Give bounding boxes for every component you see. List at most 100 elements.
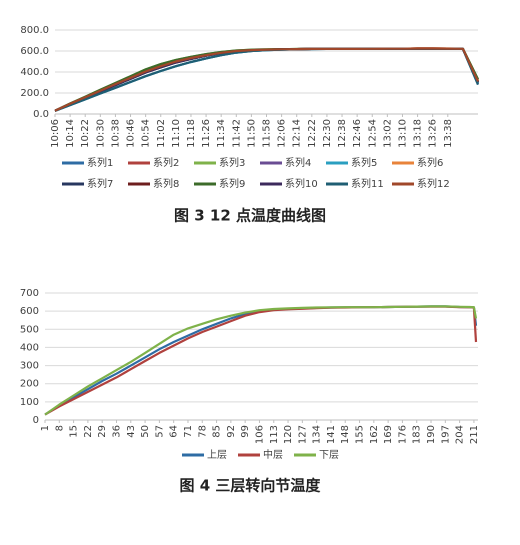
x-tick-label: 13:02 xyxy=(382,119,393,148)
y-tick-label: 500 xyxy=(20,324,39,335)
legend-label: 系列1 xyxy=(87,156,113,169)
legend-label: 系列4 xyxy=(285,156,311,169)
x-tick-label: 64 xyxy=(169,425,180,438)
x-tick-label: 127 xyxy=(297,425,308,444)
x-tick-label: 155 xyxy=(355,425,366,444)
x-tick-label: 134 xyxy=(312,425,323,444)
x-tick-label: 10:22 xyxy=(80,119,91,148)
x-tick-label: 183 xyxy=(412,425,423,444)
y-tick-label: 300 xyxy=(20,361,39,372)
legend-label: 系列10 xyxy=(285,177,318,190)
series-line xyxy=(54,47,480,112)
y-tick-label: 0.0 xyxy=(33,109,49,120)
x-tick-label: 211 xyxy=(469,425,480,444)
y-tick-label: 400.0 xyxy=(20,67,49,78)
x-tick-label: 176 xyxy=(397,425,408,444)
x-tick-label: 190 xyxy=(426,425,437,444)
x-tick-label: 13:38 xyxy=(443,119,454,148)
series-line xyxy=(54,47,480,112)
x-tick-label: 148 xyxy=(340,425,351,444)
x-tick-label: 120 xyxy=(283,425,294,444)
series-line xyxy=(54,47,480,112)
x-tick-label: 11:10 xyxy=(171,119,182,148)
x-tick-label: 11:02 xyxy=(156,119,167,148)
x-tick-label: 12:22 xyxy=(307,119,318,148)
legend-label: 中层 xyxy=(263,448,283,461)
x-tick-label: 10:38 xyxy=(110,119,121,148)
x-tick-label: 50 xyxy=(140,425,151,438)
x-tick-label: 141 xyxy=(326,425,337,444)
series-line xyxy=(54,47,479,112)
x-tick-label: 78 xyxy=(197,425,208,438)
x-tick-label: 10:46 xyxy=(126,119,137,148)
x-tick-label: 85 xyxy=(212,425,223,438)
x-tick-label: 13:26 xyxy=(428,119,439,148)
y-tick-label: 200 xyxy=(20,379,39,390)
x-tick-label: 113 xyxy=(269,425,280,444)
x-tick-label: 11:18 xyxy=(186,119,197,148)
x-tick-label: 29 xyxy=(97,425,108,438)
x-tick-label: 43 xyxy=(126,425,137,438)
y-tick-label: 0 xyxy=(33,415,39,426)
x-tick-label: 106 xyxy=(254,425,265,444)
x-tick-label: 169 xyxy=(383,425,394,444)
figure-caption: 图 4 三层转向节温度 xyxy=(180,477,322,495)
legend-label: 系列6 xyxy=(417,156,443,169)
x-tick-label: 11:34 xyxy=(216,119,227,148)
y-tick-label: 200.0 xyxy=(20,88,49,99)
legend-label: 系列11 xyxy=(351,177,384,190)
x-tick-label: 13:10 xyxy=(397,119,408,148)
series-line xyxy=(54,47,479,112)
x-tick-label: 99 xyxy=(240,425,251,438)
series-line xyxy=(54,47,480,112)
y-tick-label: 700 xyxy=(20,288,39,299)
series-line xyxy=(54,47,480,112)
x-tick-label: 12:06 xyxy=(277,119,288,148)
legend-label: 系列8 xyxy=(153,177,179,190)
x-tick-label: 57 xyxy=(154,425,165,438)
x-tick-label: 13:18 xyxy=(413,119,424,148)
x-tick-label: 12:30 xyxy=(322,119,333,148)
x-tick-label: 162 xyxy=(369,425,380,444)
legend-label: 系列9 xyxy=(219,177,245,190)
x-tick-label: 11:42 xyxy=(231,119,242,148)
x-tick-label: 12:54 xyxy=(367,119,378,148)
figure-caption: 图 3 12 点温度曲线图 xyxy=(174,207,326,225)
series-line xyxy=(44,305,478,416)
x-tick-label: 12:38 xyxy=(337,119,348,148)
x-tick-label: 11:58 xyxy=(262,119,273,148)
series-line xyxy=(54,47,479,112)
x-tick-label: 11:50 xyxy=(246,119,257,148)
series-line xyxy=(44,305,478,416)
series-line xyxy=(54,47,479,112)
legend-label: 系列2 xyxy=(153,156,179,169)
x-tick-label: 8 xyxy=(54,425,65,431)
x-tick-label: 10:54 xyxy=(141,119,152,148)
y-tick-label: 600.0 xyxy=(20,46,49,57)
x-tick-label: 15 xyxy=(69,425,80,438)
legend-label: 系列3 xyxy=(219,156,245,169)
x-tick-label: 197 xyxy=(440,425,451,444)
y-tick-label: 600 xyxy=(20,306,39,317)
x-tick-label: 10:14 xyxy=(65,119,76,148)
series-line xyxy=(54,47,479,112)
x-tick-label: 22 xyxy=(83,425,94,438)
x-tick-label: 71 xyxy=(183,425,194,438)
x-tick-label: 204 xyxy=(455,425,466,444)
legend-label: 下层 xyxy=(319,449,339,461)
series-line xyxy=(54,47,479,112)
x-tick-label: 92 xyxy=(226,425,237,438)
x-tick-label: 1 xyxy=(40,425,51,431)
x-tick-label: 12:14 xyxy=(292,119,303,148)
x-tick-label: 10:30 xyxy=(95,119,106,148)
y-tick-label: 800.0 xyxy=(20,25,49,36)
legend-label: 系列12 xyxy=(417,177,450,190)
y-tick-label: 100 xyxy=(20,397,39,408)
series-line xyxy=(54,47,480,112)
legend-label: 系列7 xyxy=(87,177,113,190)
x-tick-label: 36 xyxy=(111,425,122,438)
legend-label: 上层 xyxy=(207,449,227,461)
x-tick-label: 12:46 xyxy=(352,119,363,148)
legend-label: 系列5 xyxy=(351,156,377,169)
